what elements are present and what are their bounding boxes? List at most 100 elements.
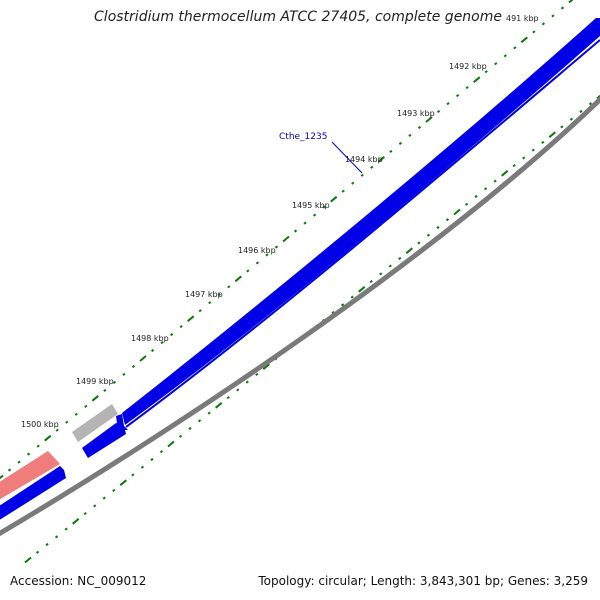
outer-ring-minor-tick [341,189,345,193]
outer-ring-minor-tick [227,285,231,289]
inner-ring-minor-tick [112,488,116,492]
outer-ring-minor-tick [7,468,12,472]
inner-ring-minor-tick [531,148,535,152]
inner-ring-major-tick [548,131,556,138]
outer-ring-major-tick [0,474,4,480]
inner-ring-minor-tick [560,125,564,129]
outer-ring-minor-tick [131,364,136,369]
inner-ring-minor-tick [512,164,516,168]
tick-label: 1496 kbp [238,246,276,255]
tick-label: 491 kbp [506,14,539,23]
outer-ring-minor-tick [246,269,250,273]
outer-ring-minor-tick [160,341,164,345]
inner-ring-major-tick [167,440,175,448]
outer-ring-minor-tick [312,213,317,217]
outer-ring-minor-tick [179,325,183,329]
outer-ring-minor-tick [322,205,326,209]
inner-ring-minor-tick [350,295,354,299]
outer-ring-minor-tick [217,293,221,297]
inner-ring-major-tick [215,402,223,409]
outer-ring-major-tick [425,116,433,123]
inner-ring-minor-tick [93,504,97,508]
outer-ring-major-tick [91,395,99,402]
outer-ring-minor-tick [417,125,422,130]
outer-ring-minor-tick [389,149,393,153]
inner-ring-minor-tick [483,187,488,191]
inner-ring-minor-tick [35,550,40,554]
inner-ring-minor-tick [474,194,478,199]
outer-ring-minor-tick [36,444,40,448]
outer-ring-minor-tick [17,460,21,464]
tick-label: 1498 kbp [131,334,169,343]
outer-ring-minor-tick [65,420,69,424]
outer-ring-major-tick [187,315,195,322]
inner-ring-major-tick [24,556,32,564]
inner-ring-minor-tick [331,310,335,315]
inner-ring-minor-tick [102,496,106,500]
genome-backbone [0,96,600,537]
outer-ring-minor-tick [74,412,78,416]
outer-ring-minor-tick [532,30,536,34]
inner-ring-minor-tick [340,303,345,307]
outer-ring-minor-tick [513,46,517,50]
outer-ring-major-tick [520,36,528,44]
tick-label: 1493 kbp [397,109,435,118]
genome-summary: Topology: circular; Length: 3,843,301 bp… [258,574,588,588]
genome-title: Clostridium thermocellum ATCC 27405, com… [94,9,502,25]
outer-ring-major-tick [473,76,481,83]
inner-ring-minor-tick [159,450,164,454]
inner-ring-major-tick [119,479,127,486]
inner-ring-minor-tick [579,109,583,114]
inner-ring-minor-tick [188,426,192,431]
misc-feature[interactable] [0,451,60,505]
inner-ring-minor-tick [140,465,145,469]
outer-ring-minor-tick [541,22,546,26]
outer-ring-minor-tick [465,86,469,90]
inner-ring-minor-tick [226,396,230,400]
inner-tick-ring [24,94,600,564]
accession-text: Accession: NC_009012 [10,574,147,588]
outer-ring-minor-tick [503,54,507,58]
inner-ring-minor-tick [369,280,373,284]
outer-ring-minor-tick [103,388,107,392]
outer-ring-major-tick [377,156,385,163]
inner-ring-minor-tick [255,372,259,376]
inner-ring-minor-tick [64,527,68,531]
reverse-gene-feature-1[interactable] [82,423,126,458]
inner-ring-minor-tick [464,202,469,206]
outer-ring-minor-tick [455,94,460,98]
tick-label: 1495 kbp [292,201,330,210]
inner-ring-minor-tick [150,457,154,462]
outer-ring-minor-tick [408,133,412,137]
inner-ring-major-tick [262,363,270,370]
reverse-gene-feature-2[interactable] [0,466,66,526]
inner-ring-minor-tick [541,140,545,144]
outer-ring-minor-tick [208,301,212,305]
outer-ring-minor-tick [351,181,355,185]
outer-ring-minor-tick [26,452,31,456]
inner-ring-minor-tick [83,512,87,516]
gene-label-cthe-1235[interactable]: Cthe_1235 [279,132,327,142]
outer-ring-major-tick [330,195,338,203]
outer-ring-minor-tick [265,253,269,257]
inner-ring-minor-tick [236,388,240,392]
outer-ring-minor-tick [560,6,565,10]
rna-gene-feature[interactable] [72,404,118,442]
inner-ring-minor-tick [398,256,402,260]
outer-ring-minor-tick [169,333,174,337]
outer-ring-minor-tick [293,229,298,233]
outer-ring-minor-tick [446,102,450,106]
inner-ring-minor-tick [178,434,183,438]
outer-ring-major-tick [234,275,242,283]
forward-gene-feature[interactable] [122,18,600,425]
inner-ring-major-tick [501,170,509,177]
outer-ring-minor-tick [112,380,117,384]
outer-ring-minor-tick [274,245,279,249]
outer-ring-minor-tick [494,62,498,66]
outer-ring-minor-tick [484,70,488,74]
inner-ring-minor-tick [388,264,392,268]
tick-label: 1494 kbp [345,155,383,164]
inner-ring-minor-tick [426,233,431,237]
outer-ring-major-tick [568,0,574,4]
